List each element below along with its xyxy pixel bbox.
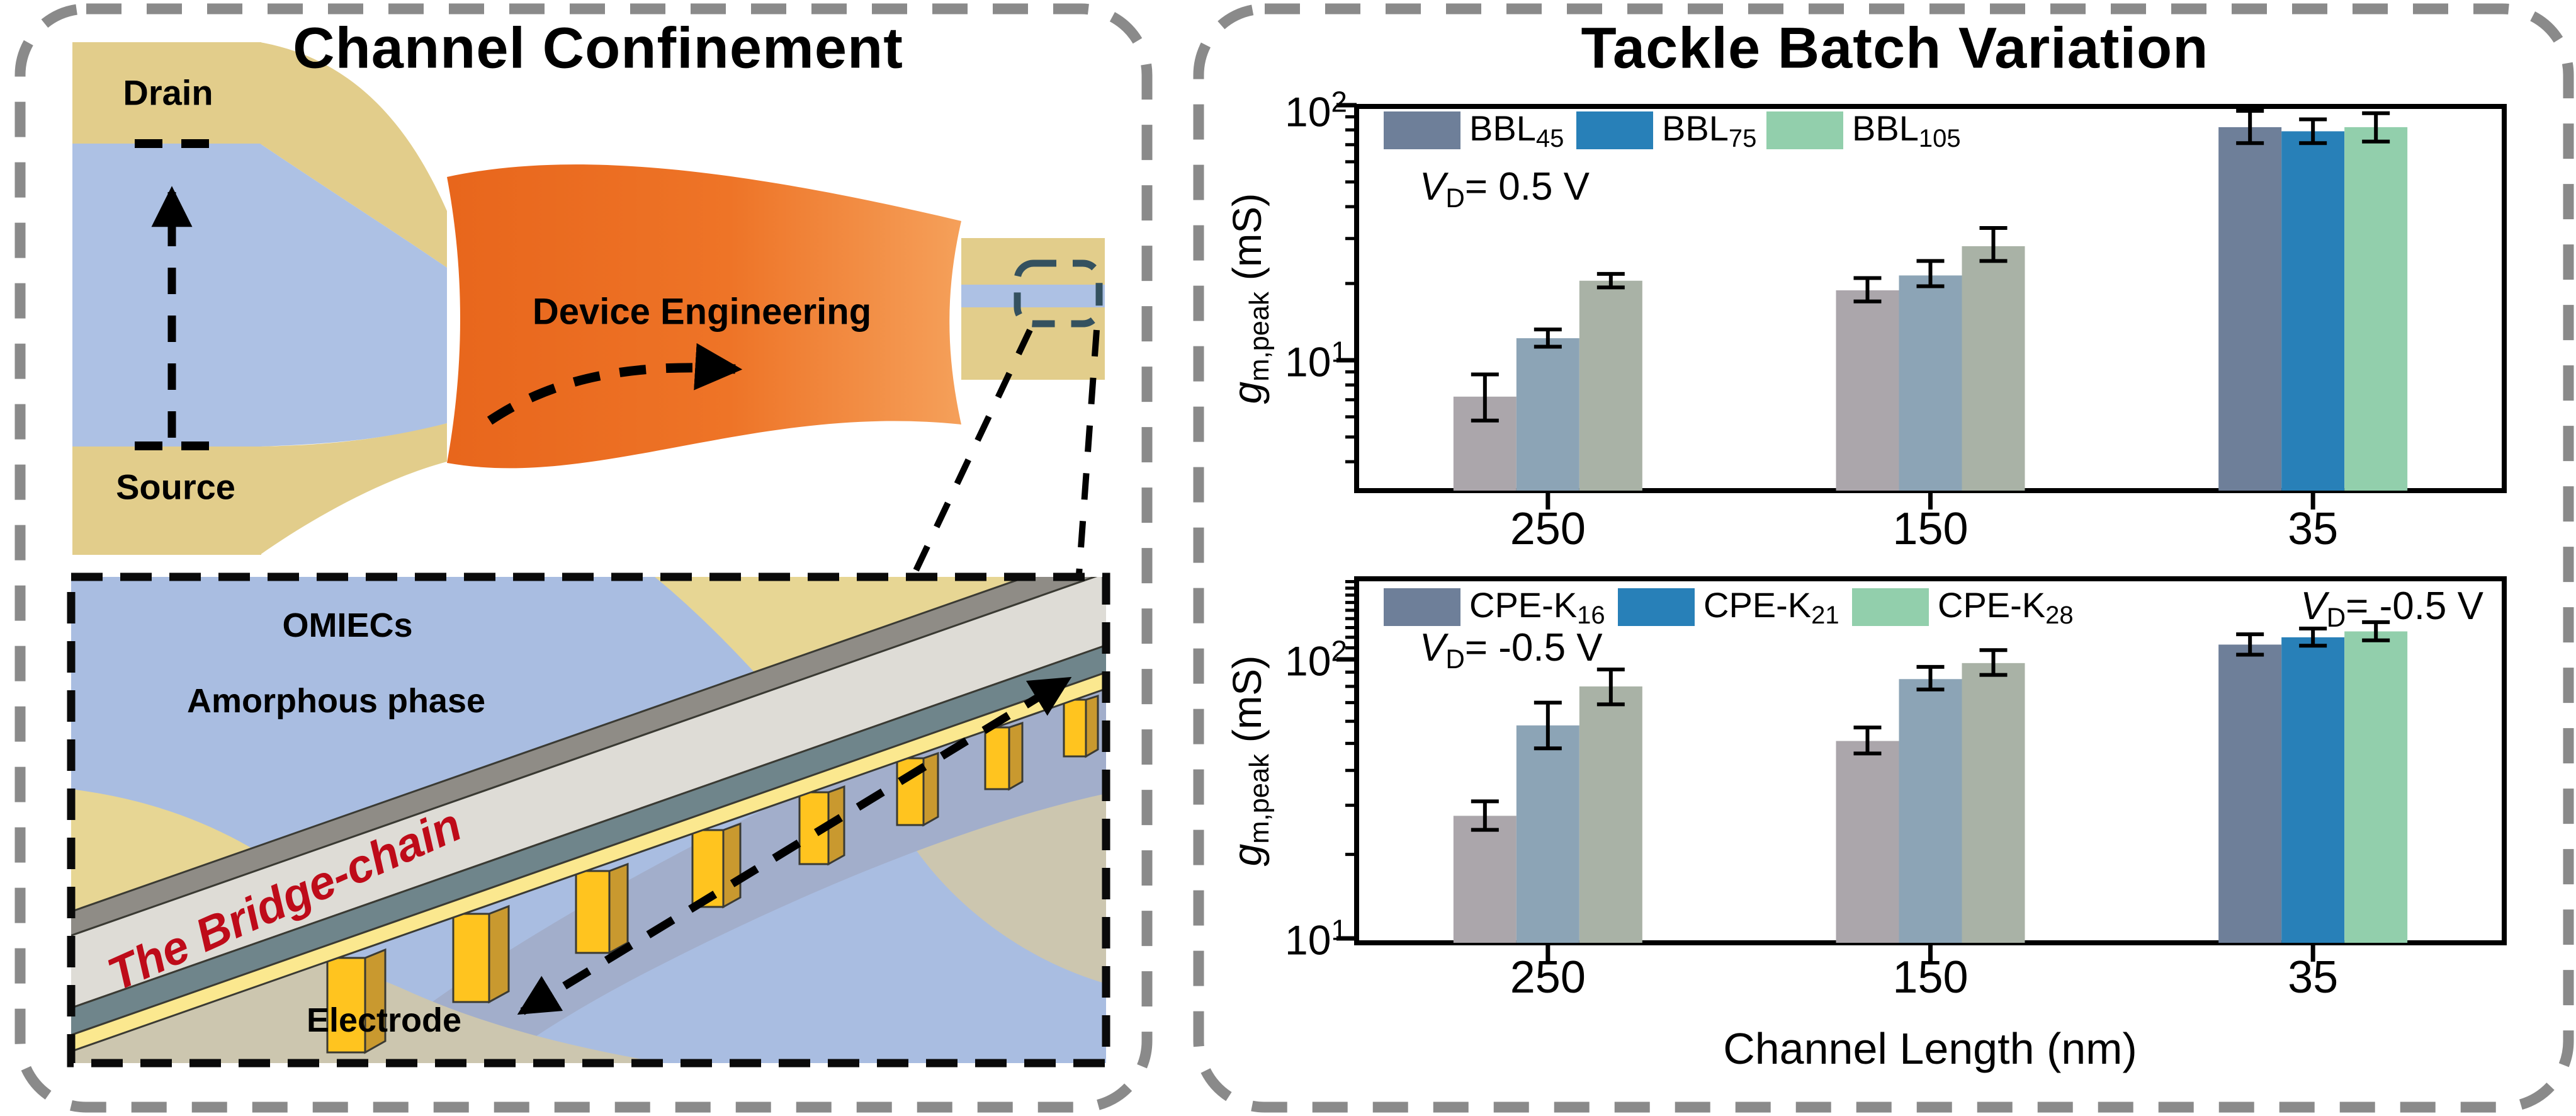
zoom-leader-right xyxy=(1076,329,1100,575)
left-panel-border xyxy=(14,3,1153,1113)
bar-CPE-K21-150 xyxy=(1899,679,1962,943)
inset-tan-left xyxy=(71,789,268,921)
tan-horn-top xyxy=(260,42,447,268)
drain-label: Drain xyxy=(123,72,213,113)
legend-entry-cpek16: CPE-K16 xyxy=(1384,585,1605,629)
bar-CPE-K16-35 xyxy=(2218,644,2282,943)
vd-annotation-bottom-right: VD= -0.5 V xyxy=(2300,584,2483,632)
ytick-top-10: 101 xyxy=(1284,335,1347,385)
chart-top-bbl: 250 150 35 xyxy=(1336,103,2507,554)
channel-boundary-dash xyxy=(181,139,209,148)
x-tick-label: 150 xyxy=(1892,952,1968,1003)
omiecs-label: OMIECs xyxy=(282,606,413,644)
bar-BBL105-150 xyxy=(1962,246,2025,491)
bar-BBL45-150 xyxy=(1836,290,1899,491)
source-label: Source xyxy=(116,467,235,507)
legend-label-bbl75: BBL75 xyxy=(1662,108,1757,152)
right-panel-title: Tackle Batch Variation xyxy=(1581,16,2209,81)
legend-label-bbl105: BBL105 xyxy=(1852,108,1961,152)
ytick-bottom-10: 101 xyxy=(1284,913,1347,964)
ylabel-top: gm,peak (mS) xyxy=(1224,193,1275,404)
device-engineering-label: Device Engineering xyxy=(532,291,872,333)
channel-boundary-dash xyxy=(135,139,162,148)
bridge-inset-art xyxy=(71,577,1106,1063)
drain-electrode-shape xyxy=(72,42,261,144)
pillar xyxy=(326,948,387,1054)
channel-blue-shape xyxy=(72,144,261,447)
legend-label-cpek28: CPE-K28 xyxy=(1938,585,2074,629)
legend-label-cpek16: CPE-K16 xyxy=(1469,585,1605,629)
bridge-span-arrow xyxy=(517,676,1072,1015)
left-panel-title: Channel Confinement xyxy=(293,16,903,81)
bar-CPE-K28-150 xyxy=(1962,663,2025,943)
pillar xyxy=(984,721,1024,791)
legend-swatch-cpek21 xyxy=(1618,588,1695,626)
pillar xyxy=(575,862,629,955)
mini-device-tan xyxy=(961,238,1105,380)
engineering-arrow xyxy=(487,343,743,425)
x-tick-label: 250 xyxy=(1510,952,1586,1003)
legend-swatch-cpek28 xyxy=(1852,588,1929,626)
ytick-bottom-100: 102 xyxy=(1284,634,1347,685)
legend-swatch-bbl75 xyxy=(1576,111,1653,149)
legend-entry-cpek28: CPE-K28 xyxy=(1852,585,2074,629)
legend-entry-bbl45: BBL45 xyxy=(1384,108,1564,152)
bar-CPE-K28-250 xyxy=(1579,686,1642,943)
bar-CPE-K16-150 xyxy=(1836,741,1899,943)
vd-annotation-top: VD= 0.5 V xyxy=(1420,165,1590,213)
bar-BBL75-150 xyxy=(1899,275,1962,491)
bar-CPE-K21-35 xyxy=(2281,637,2345,943)
bar-BBL105-250 xyxy=(1579,280,1642,491)
blue-horn xyxy=(260,144,447,447)
zoom-highlight-box xyxy=(1014,259,1103,327)
ytick-top-100: 102 xyxy=(1284,85,1347,135)
pillar xyxy=(896,751,939,827)
tan-horn-bottom xyxy=(260,423,447,555)
x-tick-label: 250 xyxy=(1510,504,1586,554)
inset-border xyxy=(67,572,1110,1068)
channel-boundary-dash xyxy=(135,441,162,450)
bar-CPE-K28-35 xyxy=(2344,631,2408,943)
vd-annotation-bottom-left: VD= -0.5 V xyxy=(1420,626,1603,674)
bar-BBL45-35 xyxy=(2218,127,2282,491)
x-tick-label: 35 xyxy=(2288,504,2338,554)
xlabel-channel-length: Channel Length (nm) xyxy=(1723,1024,2137,1073)
electrode-label: Electrode xyxy=(306,1001,462,1039)
device-engineering-funnel xyxy=(447,164,961,469)
ylabel-bottom: gm,peak (mS) xyxy=(1224,655,1275,867)
bar-BBL75-250 xyxy=(1516,338,1579,491)
pillar xyxy=(1063,694,1099,758)
legend-swatch-bbl105 xyxy=(1766,111,1843,149)
x-tick-label: 150 xyxy=(1892,504,1968,554)
device-schematic xyxy=(72,42,1105,576)
bar-CPE-K21-250 xyxy=(1516,725,1579,943)
legend-swatch-cpek16 xyxy=(1384,588,1460,626)
source-electrode-shape xyxy=(72,447,261,555)
bar-CPE-K16-250 xyxy=(1453,816,1517,943)
legend-label-cpek21: CPE-K21 xyxy=(1703,585,1839,629)
legend-label-bbl45: BBL45 xyxy=(1469,108,1564,152)
bar-BBL105-35 xyxy=(2344,127,2408,491)
legend-swatch-bbl45 xyxy=(1384,111,1460,149)
pillar xyxy=(691,822,742,909)
legend-entry-bbl105: BBL105 xyxy=(1766,108,1961,152)
legend-entry-cpek21: CPE-K21 xyxy=(1618,585,1839,629)
x-tick-label: 35 xyxy=(2288,952,2338,1003)
mini-device-channel xyxy=(961,285,1105,307)
legend-entry-bbl75: BBL75 xyxy=(1576,108,1756,152)
channel-boundary-dash xyxy=(181,441,209,450)
bar-BBL75-35 xyxy=(2281,131,2345,491)
pillar xyxy=(452,904,510,1004)
right-panel-border xyxy=(1193,3,2574,1113)
chart-bottom-cpek: 250 150 35 xyxy=(1336,576,2507,1003)
amorphous-phase-label: Amorphous phase xyxy=(186,682,486,720)
